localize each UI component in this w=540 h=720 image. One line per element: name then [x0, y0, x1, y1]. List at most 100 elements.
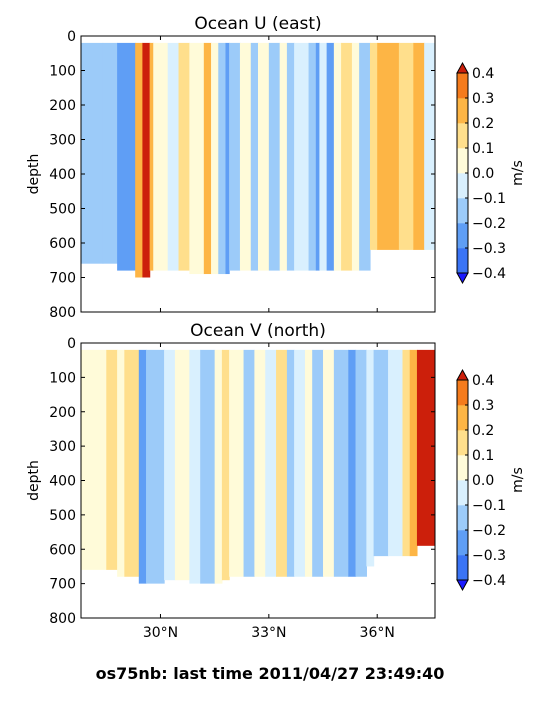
- chart-title: Ocean V (north): [190, 321, 326, 341]
- colorbar-tick-label: 0.2: [472, 116, 494, 132]
- colorbar-segment: [457, 198, 468, 224]
- heatmap-cell: [81, 349, 107, 570]
- heatmap-cell: [229, 42, 241, 271]
- y-tick-label: 400: [49, 167, 76, 183]
- heatmap-cell: [149, 42, 154, 271]
- heatmap-cell: [106, 349, 118, 570]
- colorbar-tick-label: −0.2: [472, 216, 506, 232]
- y-tick-label: 200: [49, 98, 76, 114]
- colorbar-extend-min: [456, 272, 469, 285]
- heatmap-cell: [135, 42, 143, 278]
- y-tick-label: 500: [49, 508, 76, 524]
- heatmap-cell: [142, 42, 151, 278]
- y-tick-label: 500: [49, 202, 76, 218]
- chart-panel-2: Ocean V (north) 0 100 200 300 400 500 600 700 800…: [26, 321, 526, 641]
- heatmap-cell: [398, 42, 414, 250]
- y-axis-label: depth: [26, 154, 42, 195]
- heatmap-cell: [243, 349, 255, 577]
- heatmap-cell: [102, 42, 118, 264]
- heatmap-cell: [189, 349, 201, 584]
- heatmap-cell: [409, 349, 418, 557]
- colorbar-tick-label: 0.0: [472, 473, 494, 489]
- colorbar-segment: [457, 223, 468, 249]
- y-tick-label: 300: [49, 133, 76, 149]
- heatmap-cell: [294, 42, 310, 271]
- heatmap-cell: [279, 42, 288, 271]
- colorbar-tick-label: 0.3: [472, 398, 494, 414]
- heatmap-cells: [81, 42, 435, 278]
- heatmap-cell: [413, 42, 425, 250]
- heatmap-cell: [138, 349, 147, 584]
- y-axis-label: depth: [26, 460, 42, 501]
- heatmap-cell: [424, 42, 435, 250]
- y-tick-label: 0: [67, 29, 76, 45]
- colorbar-segment: [457, 380, 468, 406]
- colorbar-segment: [457, 405, 468, 431]
- y-tick-label: 200: [49, 405, 76, 421]
- colorbar-tick-label: 0.1: [472, 141, 494, 157]
- heatmap-cell: [286, 349, 295, 577]
- colorbar-segment: [457, 430, 468, 456]
- heatmap-cell: [323, 349, 335, 577]
- heatmap-cell: [214, 349, 223, 584]
- heatmap-cell: [203, 42, 212, 275]
- heatmap-cell: [377, 42, 400, 250]
- colorbar-segment: [457, 530, 468, 556]
- colorbar-tick-label: 0.4: [472, 66, 494, 82]
- y-tick-label: 600: [49, 542, 76, 558]
- y-tick-label: 300: [49, 439, 76, 455]
- y-tick-label: 0: [67, 336, 76, 352]
- heatmap-cell: [265, 349, 277, 577]
- colorbar: −0.4 −0.3 −0.2 −0.1 0.0 0.1 0.2 0.3 0.4 m/s: [456, 368, 526, 592]
- heatmap-cell: [189, 42, 205, 275]
- colorbar-tick-label: −0.2: [472, 523, 506, 539]
- colorbar: −0.4 −0.3 −0.2 −0.1 0.0 0.1 0.2 0.3 0.4 m/s: [456, 61, 526, 285]
- colorbar-extend-max: [456, 368, 469, 381]
- colorbar-tick-label: −0.4: [472, 266, 506, 282]
- heatmap-cell: [250, 42, 259, 271]
- figure-caption: os75nb: last time 2011/04/27 23:49:40: [95, 664, 445, 683]
- heatmap-cell: [178, 42, 190, 271]
- heatmap-cell: [225, 42, 230, 275]
- colorbar-extend-min: [456, 579, 469, 592]
- colorbar-extend-max: [456, 61, 469, 74]
- colorbar-tick-label: 0.0: [472, 166, 494, 182]
- y-tick-label: 100: [49, 64, 76, 80]
- heatmap-cell: [221, 349, 230, 581]
- heatmap-cell: [304, 349, 313, 577]
- colorbar-tick-label: −0.1: [472, 191, 506, 207]
- heatmap-cell: [164, 349, 176, 581]
- heatmap-cell: [146, 349, 165, 584]
- heatmap-cell: [373, 349, 389, 557]
- heatmap-cell: [359, 42, 371, 271]
- y-tick-label: 100: [49, 370, 76, 386]
- heatmap-cell: [308, 42, 317, 271]
- heatmap-cell: [229, 349, 245, 577]
- heatmap-cell: [355, 349, 367, 577]
- x-tick-label: 30°N: [143, 625, 178, 641]
- heatmap-cell: [268, 42, 281, 271]
- colorbar-segment: [457, 98, 468, 124]
- heatmap-cell: [388, 349, 404, 557]
- heatmap-cell: [369, 42, 378, 250]
- colorbar-segment: [457, 173, 468, 199]
- colorbar-segment: [457, 455, 468, 481]
- heatmap-cell: [366, 349, 375, 567]
- heatmap-cell: [211, 42, 219, 275]
- heatmap-cell: [416, 349, 435, 546]
- colorbar-tick-label: −0.3: [472, 241, 506, 257]
- y-tick-label: 700: [49, 271, 76, 287]
- colorbar-tick-label: 0.3: [472, 91, 494, 107]
- heatmap-cell: [258, 42, 270, 271]
- y-tick-label: 700: [49, 577, 76, 593]
- colorbar-tick-label: −0.3: [472, 548, 506, 564]
- heatmap-cell: [341, 42, 353, 271]
- heatmap-cell: [294, 349, 306, 577]
- heatmap-cell: [200, 349, 216, 584]
- heatmap-cell: [167, 42, 180, 271]
- x-tick-label: 33°N: [251, 625, 286, 641]
- x-tick-label: 36°N: [360, 625, 395, 641]
- heatmap-cell: [254, 349, 266, 577]
- heatmap-cell: [239, 42, 252, 271]
